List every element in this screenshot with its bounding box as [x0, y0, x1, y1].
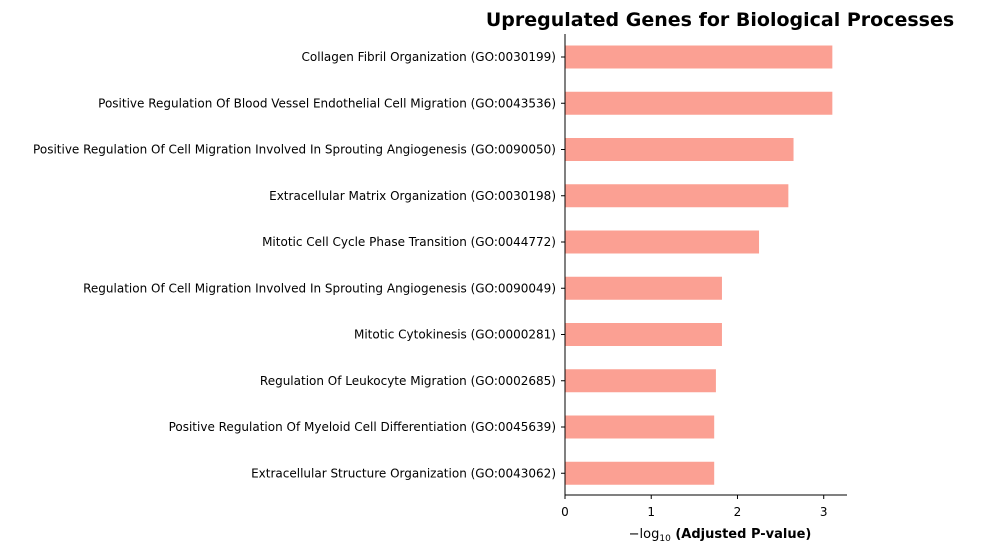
x-tick-label-1: 1: [647, 505, 655, 519]
bar-9: [565, 461, 715, 485]
category-label-4: Mitotic Cell Cycle Phase Transition (GO:…: [262, 235, 556, 249]
category-label-3: Extracellular Matrix Organization (GO:00…: [269, 189, 556, 203]
x-tick-label-3: 3: [820, 505, 828, 519]
bar-0: [565, 45, 833, 69]
category-label-8: Positive Regulation Of Myeloid Cell Diff…: [169, 420, 556, 434]
category-label-6: Mitotic Cytokinesis (GO:0000281): [354, 328, 556, 342]
bar-6: [565, 323, 722, 346]
bar-8: [565, 415, 715, 439]
x-axis-label: −log10 (Adjusted P-value): [629, 527, 812, 544]
x-tick-label-0: 0: [561, 505, 569, 519]
bar-5: [565, 276, 722, 300]
category-label-9: Extracellular Structure Organization (GO…: [251, 466, 556, 480]
bars-group: [565, 45, 833, 485]
category-labels: Collagen Fibril Organization (GO:0030199…: [33, 50, 565, 480]
bar-2: [565, 138, 794, 161]
category-label-7: Regulation Of Leukocyte Migration (GO:00…: [260, 374, 556, 388]
bar-7: [565, 369, 716, 393]
x-ticks: 0 1 2 3: [561, 495, 828, 519]
bar-4: [565, 230, 760, 254]
x-axis-label-subscript: 10: [659, 534, 671, 544]
category-label-5: Regulation Of Cell Migration Involved In…: [83, 281, 556, 295]
x-axis-label-prefix: −log: [629, 527, 660, 542]
bar-1: [565, 91, 833, 115]
x-tick-label-2: 2: [734, 505, 742, 519]
category-label-2: Positive Regulation Of Cell Migration In…: [33, 143, 556, 157]
bar-3: [565, 184, 789, 208]
category-label-1: Positive Regulation Of Blood Vessel Endo…: [98, 96, 556, 110]
x-axis-label-main: (Adjusted P-value): [671, 527, 812, 542]
category-label-0: Collagen Fibril Organization (GO:0030199…: [302, 50, 556, 64]
chart-title: Upregulated Genes for Biological Process…: [486, 9, 954, 31]
